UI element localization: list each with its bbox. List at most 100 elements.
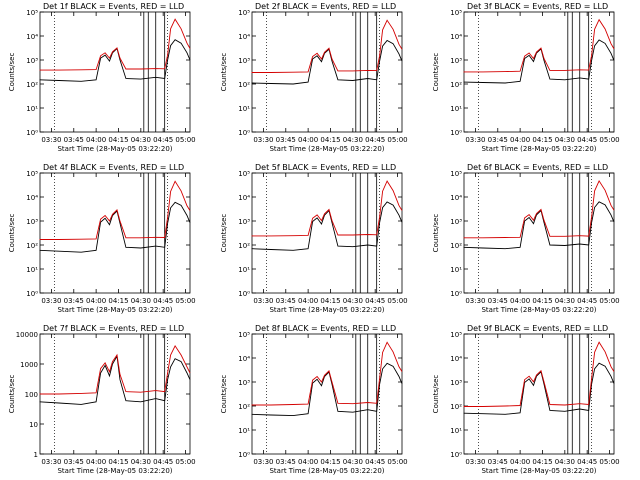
panel-det-1f: Det 1f BLACK = Events, RED = LLD 10⁰ 10¹ 10… — [8, 2, 196, 153]
x-tick-label: 04:15 — [108, 136, 128, 144]
y-tick-label: 10² — [26, 81, 38, 89]
plot-frame — [39, 11, 191, 133]
series-line-events — [39, 201, 191, 253]
x-tick-label: 04:45 — [365, 136, 385, 144]
y-tick-label: 10³ — [26, 218, 38, 226]
y-tick-label: 10⁵ — [238, 9, 250, 17]
series-line-events — [39, 354, 191, 405]
y-axis-label: Counts/sec — [220, 375, 228, 414]
y-tick-label: 10⁰ — [26, 129, 38, 137]
series-line-events — [463, 201, 615, 250]
x-tick-label: 05:00 — [599, 136, 619, 144]
x-tick-label: 04:45 — [365, 458, 385, 466]
y-tick-label: 10³ — [238, 379, 250, 387]
x-axis-label: Start Time (28-May-05 03:22:20) — [481, 145, 596, 153]
x-tick-label: 04:00 — [510, 458, 530, 466]
x-tick-label: 05:00 — [175, 297, 195, 305]
y-tick-label: 1 — [34, 451, 38, 459]
x-tick-label: 04:30 — [131, 297, 151, 305]
plot-frame — [463, 333, 615, 455]
x-tick-label: 04:00 — [298, 458, 318, 466]
y-tick-label: 10³ — [238, 57, 250, 65]
y-tick-label: 10⁵ — [450, 9, 462, 17]
series-line-lld — [39, 344, 191, 395]
series-line-lld — [463, 179, 615, 239]
panel-det-5f: Det 5f BLACK = Events, RED = LLD 10⁰ 10¹ 10… — [220, 163, 408, 314]
y-tick-label: 10³ — [238, 218, 250, 226]
plot-frame — [463, 172, 615, 294]
x-tick-label: 05:00 — [175, 458, 195, 466]
x-tick-label: 05:00 — [599, 458, 619, 466]
x-tick-label: 03:30 — [41, 458, 61, 466]
x-tick-label: 04:30 — [131, 458, 151, 466]
x-axis-label: Start Time (28-May-05 03:22:20) — [269, 145, 384, 153]
panel-det-2f: Det 2f BLACK = Events, RED = LLD 10⁰ 10¹ 10… — [220, 2, 408, 153]
y-tick-label: 10² — [238, 242, 250, 250]
x-tick-label: 03:30 — [253, 458, 273, 466]
panel-det-7f: Det 7f BLACK = Events, RED = LLD 1 10 100 10… — [8, 324, 196, 475]
y-tick-label: 10² — [450, 81, 462, 89]
y-axis-label: Counts/sec — [432, 214, 440, 253]
series-line-lld — [39, 180, 191, 240]
x-tick-label: 03:45 — [488, 136, 508, 144]
y-tick-label: 10⁰ — [238, 451, 250, 459]
x-tick-label: 04:30 — [555, 297, 575, 305]
x-axis-label: Start Time (28-May-05 03:22:20) — [57, 306, 172, 314]
x-tick-label: 04:30 — [555, 458, 575, 466]
x-tick-label: 03:45 — [276, 136, 296, 144]
x-axis-label: Start Time (28-May-05 03:22:20) — [269, 306, 384, 314]
y-tick-label: 10² — [238, 81, 250, 89]
y-tick-label: 10⁴ — [450, 355, 462, 363]
y-tick-label: 10⁴ — [26, 194, 38, 202]
x-tick-label: 03:45 — [488, 297, 508, 305]
panel-det-8f: Det 8f BLACK = Events, RED = LLD 10⁰ 10¹ 10… — [220, 324, 408, 475]
plot-frame — [251, 11, 403, 133]
x-axis-label: Start Time (28-May-05 03:22:20) — [57, 467, 172, 475]
x-tick-label: 04:15 — [108, 458, 128, 466]
x-axis-label: Start Time (28-May-05 03:22:20) — [481, 306, 596, 314]
series-line-events — [463, 39, 615, 84]
y-tick-label: 10¹ — [26, 105, 38, 113]
plot-frame — [251, 333, 403, 455]
y-tick-label: 10⁵ — [238, 170, 250, 178]
y-axis-label: Counts/sec — [432, 375, 440, 414]
panel-det-4f: Det 4f BLACK = Events, RED = LLD 10⁰ 10¹ 10… — [8, 163, 196, 314]
x-axis-label: Start Time (28-May-05 03:22:20) — [269, 467, 384, 475]
y-axis-label: Counts/sec — [432, 53, 440, 92]
x-tick-label: 03:45 — [64, 297, 84, 305]
panel-det-6f: Det 6f BLACK = Events, RED = LLD 10⁰ 10¹ 10… — [432, 163, 620, 314]
y-tick-label: 10⁰ — [450, 290, 462, 298]
x-tick-label: 04:00 — [510, 297, 530, 305]
x-tick-label: 04:45 — [153, 136, 173, 144]
y-tick-label: 10¹ — [450, 266, 462, 274]
x-tick-label: 03:30 — [253, 297, 273, 305]
y-tick-label: 100 — [25, 391, 38, 399]
x-tick-label: 03:30 — [41, 297, 61, 305]
series-line-events — [39, 39, 191, 82]
x-tick-label: 03:45 — [276, 458, 296, 466]
x-axis-label: Start Time (28-May-05 03:22:20) — [57, 145, 172, 153]
x-tick-label: 04:30 — [343, 297, 363, 305]
x-tick-label: 04:30 — [131, 136, 151, 144]
y-tick-label: 10⁵ — [450, 170, 462, 178]
x-tick-label: 04:15 — [532, 297, 552, 305]
y-tick-label: 10² — [238, 403, 250, 411]
panel-title: Det 8f BLACK = Events, RED = LLD — [255, 324, 396, 333]
y-tick-label: 10³ — [26, 57, 38, 65]
panel-title: Det 2f BLACK = Events, RED = LLD — [255, 2, 396, 11]
panel-det-9f: Det 9f BLACK = Events, RED = LLD 10⁰ 10¹ 10… — [432, 324, 620, 475]
y-tick-label: 10⁵ — [26, 9, 38, 17]
y-tick-label: 10¹ — [238, 427, 250, 435]
x-tick-label: 04:15 — [320, 297, 340, 305]
x-tick-label: 03:45 — [64, 136, 84, 144]
y-tick-label: 10⁵ — [238, 331, 250, 339]
y-tick-label: 10⁰ — [450, 129, 462, 137]
panel-title: Det 4f BLACK = Events, RED = LLD — [43, 163, 184, 172]
x-tick-label: 03:45 — [488, 458, 508, 466]
panel-det-3f: Det 3f BLACK = Events, RED = LLD 10⁰ 10¹ 10… — [432, 2, 620, 153]
y-tick-label: 10⁴ — [450, 33, 462, 41]
panel-title: Det 7f BLACK = Events, RED = LLD — [43, 324, 184, 333]
y-axis-label: Counts/sec — [8, 53, 16, 92]
x-tick-label: 03:45 — [276, 297, 296, 305]
x-tick-label: 04:15 — [108, 297, 128, 305]
